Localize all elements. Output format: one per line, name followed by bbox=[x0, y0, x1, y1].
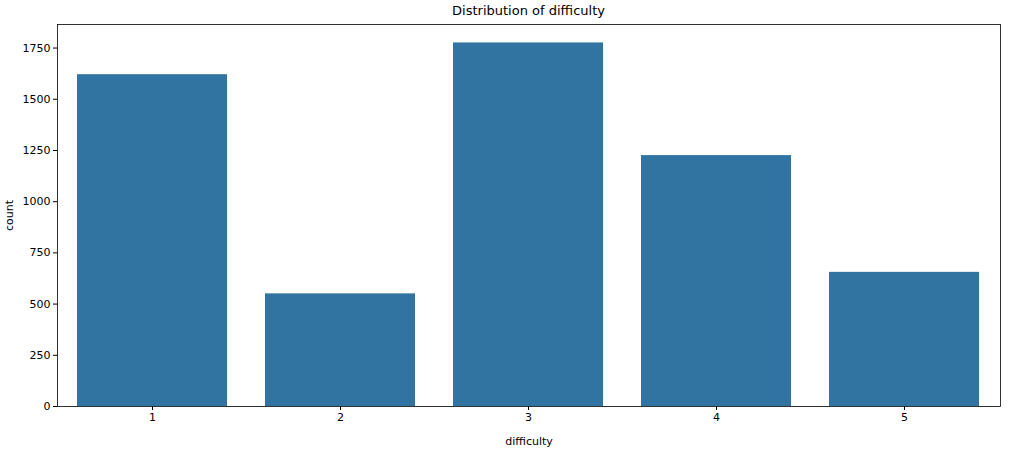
svg-text:1000: 1000 bbox=[23, 195, 51, 208]
svg-text:750: 750 bbox=[30, 246, 51, 259]
svg-text:500: 500 bbox=[30, 298, 51, 311]
svg-text:1750: 1750 bbox=[23, 42, 51, 55]
svg-text:4: 4 bbox=[713, 411, 720, 424]
svg-text:0: 0 bbox=[44, 400, 51, 413]
svg-text:3: 3 bbox=[525, 411, 532, 424]
svg-text:1500: 1500 bbox=[23, 93, 51, 106]
html-text:Distribution of difficulty: Distribution of difficulty bbox=[452, 3, 605, 18]
svg-text:1: 1 bbox=[149, 411, 156, 424]
svg-text:1250: 1250 bbox=[23, 144, 51, 157]
svg-text:difficulty: difficulty bbox=[505, 435, 553, 448]
svg-text:250: 250 bbox=[30, 349, 51, 362]
svg-text:2: 2 bbox=[337, 411, 344, 424]
svg-text:5: 5 bbox=[901, 411, 908, 424]
svg-text:count: count bbox=[3, 199, 16, 231]
